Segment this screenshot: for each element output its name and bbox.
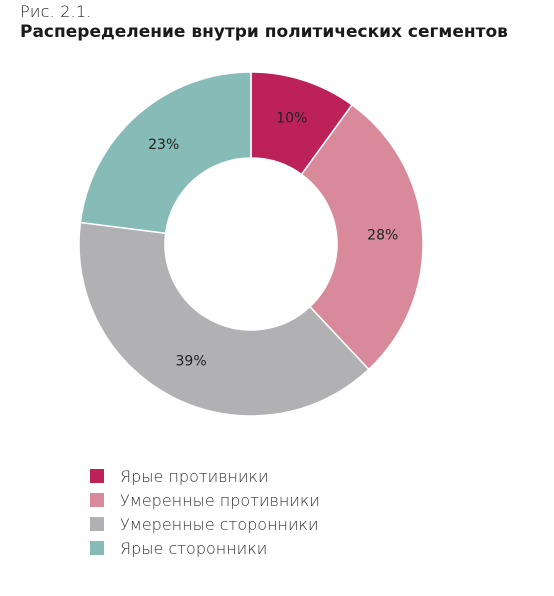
donut-slice-3: [79, 71, 252, 235]
donut-data-labels: 10% 28% 39% 23%: [148, 110, 398, 369]
legend-label-3: Ярые сторонники: [120, 538, 268, 558]
chart-title: Распеределение внутри политических сегме…: [20, 22, 508, 42]
legend-item-3: Ярые сторонники: [90, 536, 320, 560]
legend-item-0: Ярые противники: [90, 464, 320, 488]
legend-label-1: Умеренные противники: [120, 490, 320, 510]
legend-label-2: Умеренные сторонники: [120, 514, 319, 534]
slice-data-label-0: 10%: [276, 110, 307, 126]
legend-swatch-1: [90, 493, 104, 507]
slice-data-label-1: 28%: [367, 228, 398, 244]
donut-chart: 10% 28% 39% 23%: [78, 71, 424, 417]
legend-label-0: Ярые противники: [120, 466, 269, 486]
donut-slices: [78, 71, 424, 417]
figure-label: Рис. 2.1.: [20, 2, 92, 21]
legend-swatch-0: [90, 469, 104, 483]
legend-swatch-3: [90, 541, 104, 555]
legend-item-1: Умеренные противники: [90, 488, 320, 512]
donut-slice-1: [300, 103, 424, 371]
legend-swatch-2: [90, 517, 104, 531]
slice-data-label-3: 23%: [148, 137, 179, 153]
slice-data-label-2: 39%: [176, 354, 207, 370]
legend-item-2: Умеренные сторонники: [90, 512, 320, 536]
legend: Ярые противники Умеренные противники Уме…: [90, 464, 320, 560]
donut-slice-2: [78, 221, 370, 417]
